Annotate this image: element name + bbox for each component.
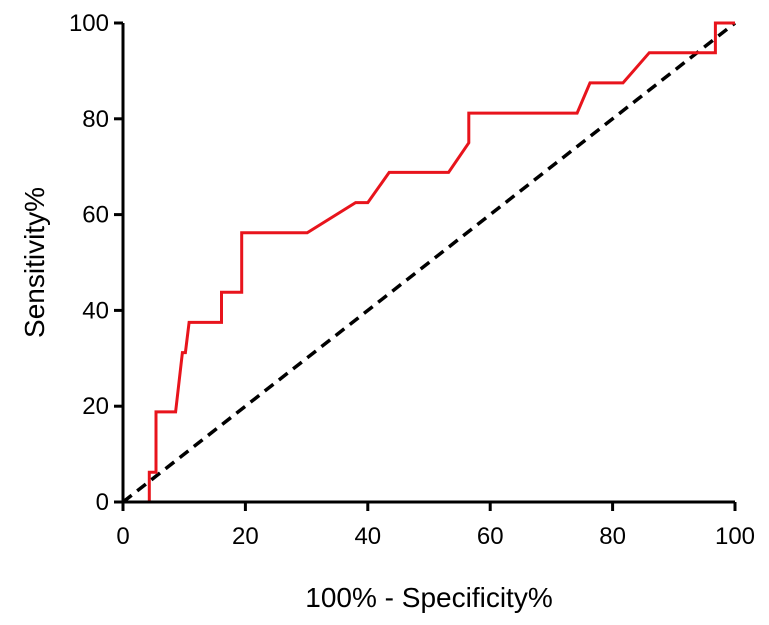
x-tick-label: 40 [354, 523, 381, 550]
x-tick-label: 80 [599, 523, 626, 550]
plot-area [121, 21, 737, 504]
y-axis-title: Sensitivity% [19, 187, 50, 338]
axes [121, 23, 735, 504]
reference-diagonal-line [121, 21, 737, 504]
x-tick-label: 100 [715, 523, 755, 550]
y-tick-label: 20 [82, 393, 109, 420]
x-tick-label: 60 [477, 523, 504, 550]
x-axis-title: 100% - Specificity% [305, 582, 552, 613]
y-tick-label: 40 [82, 297, 109, 324]
ticks: 0 20 40 60 80 100 0 20 40 60 80 100 [69, 10, 755, 550]
roc-curve-line [147, 21, 735, 502]
x-tick-label: 20 [232, 523, 259, 550]
y-tick-label: 80 [82, 106, 109, 133]
y-tick-label: 0 [96, 489, 109, 516]
x-tick-label: 0 [116, 523, 129, 550]
y-tick-label: 60 [82, 202, 109, 229]
y-tick-label: 100 [69, 10, 109, 37]
